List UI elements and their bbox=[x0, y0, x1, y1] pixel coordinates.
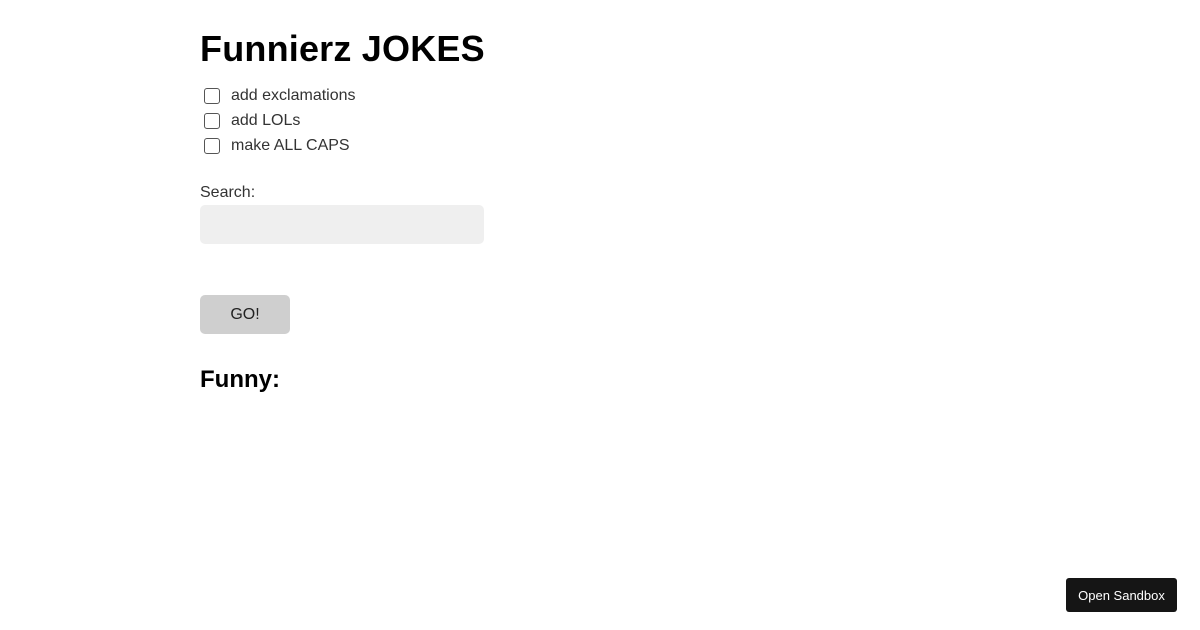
open-sandbox-button[interactable]: Open Sandbox bbox=[1066, 578, 1177, 612]
option-label: add LOLs bbox=[231, 112, 301, 129]
option-add-lols[interactable]: add LOLs bbox=[204, 111, 300, 131]
checkbox[interactable] bbox=[204, 138, 220, 154]
search-input[interactable] bbox=[200, 205, 484, 244]
go-button[interactable]: GO! bbox=[200, 295, 290, 334]
option-label: add exclamations bbox=[231, 87, 356, 104]
checkbox[interactable] bbox=[204, 88, 220, 104]
results-heading: Funny: bbox=[200, 366, 280, 393]
checkbox[interactable] bbox=[204, 113, 220, 129]
page-title: Funnierz JOKES bbox=[200, 28, 485, 69]
option-add-exclamations[interactable]: add exclamations bbox=[204, 86, 356, 106]
option-label: make ALL CAPS bbox=[231, 137, 350, 154]
option-all-caps[interactable]: make ALL CAPS bbox=[204, 136, 350, 156]
search-label: Search: bbox=[200, 184, 256, 201]
